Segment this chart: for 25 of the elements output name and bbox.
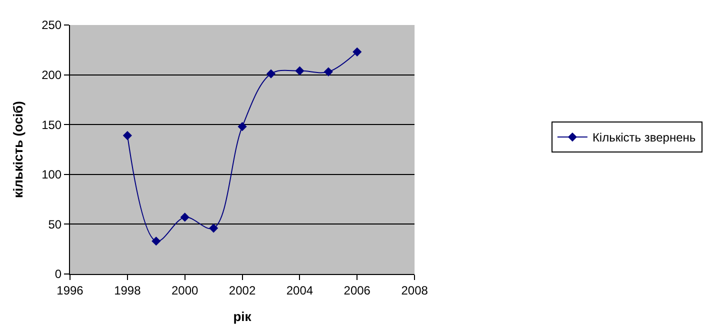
point — [180, 212, 190, 222]
legend-label: Кількість звернень — [592, 130, 696, 145]
y-tick-label: 100 — [42, 168, 62, 182]
point — [352, 47, 362, 56]
point — [152, 236, 161, 246]
x-tick-label: 2002 — [228, 283, 256, 298]
x-tick-label: 2004 — [286, 283, 314, 298]
point — [238, 122, 247, 132]
y-tick-label: 150 — [42, 118, 62, 132]
y-axis-title: кількість (осіб) — [10, 101, 26, 198]
point — [266, 69, 276, 78]
y-tick-label: 250 — [42, 18, 62, 32]
x-tick-label: 2008 — [401, 283, 428, 298]
x-tick-label: 1998 — [114, 283, 142, 298]
point — [295, 66, 304, 76]
x-axis-title: рік — [233, 309, 252, 324]
x-tick-label: 2000 — [172, 283, 199, 298]
x-tick-label: 1996 — [56, 283, 84, 298]
point — [324, 67, 333, 76]
y-tick-label: 0 — [54, 267, 62, 282]
y-tick-label: 200 — [42, 68, 62, 82]
y-tick-label: 50 — [48, 217, 62, 232]
point — [209, 224, 218, 233]
point — [122, 131, 132, 140]
x-tick-label: 2006 — [344, 283, 371, 298]
